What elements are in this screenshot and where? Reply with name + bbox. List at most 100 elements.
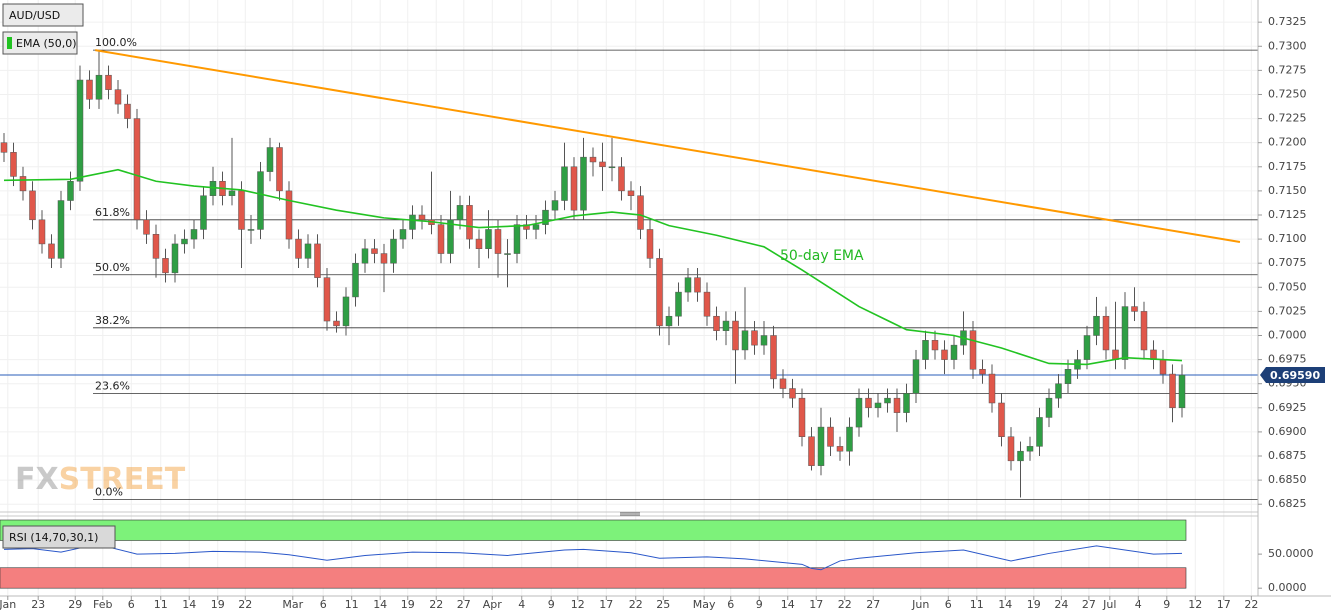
trendline xyxy=(95,49,1241,243)
y-tick-label: 0.7100 xyxy=(1268,232,1307,245)
candle-body xyxy=(798,397,806,437)
x-tick-label: 12 xyxy=(571,598,585,611)
y-tick-label: 0.7325 xyxy=(1268,15,1307,28)
watermark: FXSTREET xyxy=(15,462,186,497)
x-tick-label: 14 xyxy=(998,598,1012,611)
x-tick-label: Feb xyxy=(93,598,112,611)
x-tick-label: 23 xyxy=(31,598,45,611)
candle-body xyxy=(19,176,27,192)
candle-body xyxy=(827,426,834,447)
x-tick-label: 4 xyxy=(1135,598,1142,611)
candle-body xyxy=(713,315,720,331)
candle-body xyxy=(551,200,559,211)
x-tick-label: 17 xyxy=(1217,598,1231,611)
x-tick-label: 22 xyxy=(629,598,643,611)
candle-body xyxy=(523,224,530,230)
candle-body xyxy=(893,397,901,413)
price-axis-bg xyxy=(1258,0,1331,596)
candle-body xyxy=(95,74,103,100)
x-tick-label: 22 xyxy=(838,598,852,611)
x-tick-label: 14 xyxy=(781,598,795,611)
candle-body xyxy=(599,161,606,168)
candle-body xyxy=(694,277,701,293)
candle-body xyxy=(1121,306,1129,360)
x-tick-label: 9 xyxy=(548,598,555,611)
candle-body xyxy=(846,426,853,452)
candle-body xyxy=(447,219,454,254)
fib-label: 50.0% xyxy=(95,261,130,274)
x-tick-label: 9 xyxy=(756,598,763,611)
candle-body xyxy=(390,238,397,264)
candle-body xyxy=(323,277,331,322)
x-tick-label: 24 xyxy=(1054,598,1068,611)
legend: AUD/USD EMA (50,0) RSI (14,70,30,1) xyxy=(2,3,116,549)
x-tick-label: 11 xyxy=(345,598,359,611)
candle-body xyxy=(1150,349,1157,360)
candle-body xyxy=(57,200,65,259)
candle-body xyxy=(675,291,682,317)
candle-body xyxy=(874,402,882,409)
rsi-panel xyxy=(0,519,1187,589)
candle-body xyxy=(570,166,578,211)
candle-body xyxy=(703,291,711,317)
symbol-box[interactable] xyxy=(2,3,84,27)
y-tick-label: 0.7200 xyxy=(1268,136,1307,149)
x-tick-label: 14 xyxy=(182,598,196,611)
candle-body xyxy=(114,89,122,105)
last-price-box xyxy=(1260,367,1325,384)
candle-body xyxy=(1007,436,1015,462)
candle-body xyxy=(618,166,625,192)
candle-body xyxy=(304,243,312,259)
x-tick-label: 19 xyxy=(1027,598,1041,611)
x-tick-label: 11 xyxy=(970,598,984,611)
candle-body xyxy=(770,335,777,380)
candle-body xyxy=(266,147,274,172)
x-tick-label: 27 xyxy=(1082,598,1096,611)
candle-body xyxy=(751,330,758,346)
candle-body xyxy=(380,253,388,264)
y-tick-label: 0.7075 xyxy=(1268,256,1307,269)
y-tick-label: 0.7275 xyxy=(1268,63,1307,76)
y-tick-label: 0.7125 xyxy=(1268,208,1307,221)
candle-body xyxy=(1093,315,1100,336)
x-tick-label: 22 xyxy=(1244,598,1258,611)
x-tick-label: Jul xyxy=(1102,598,1116,611)
y-tick-label: 0.6850 xyxy=(1268,473,1307,486)
candle-body xyxy=(494,229,502,254)
candle-body xyxy=(1169,373,1176,409)
y-tick-label: 0.6875 xyxy=(1268,449,1307,462)
ema-legend-box[interactable] xyxy=(2,31,78,55)
candle-body xyxy=(1064,368,1072,384)
candle-body xyxy=(437,224,445,254)
y-tick-label: 0.7250 xyxy=(1268,87,1307,100)
candle-body xyxy=(371,248,378,254)
candle-body xyxy=(1159,359,1167,375)
candle-body xyxy=(1026,446,1034,452)
main-panel: 100.0% 61.8% 50.0% 38.2% 23.6% 0.0% xyxy=(0,36,1258,500)
candle-body xyxy=(86,79,93,100)
candle-body xyxy=(1083,335,1091,360)
x-tick-label: 17 xyxy=(809,598,823,611)
rsi-overbought-band xyxy=(0,519,1187,541)
x-tick-label: 22 xyxy=(238,598,252,611)
candle-body xyxy=(399,229,407,240)
candle-body xyxy=(722,320,730,331)
rsi-legend-box[interactable] xyxy=(2,525,116,549)
candle-body xyxy=(931,340,939,351)
candle-body xyxy=(950,344,958,360)
candle-body xyxy=(855,397,863,428)
ema-line xyxy=(3,168,1183,366)
candle-body xyxy=(580,156,587,211)
watermark-fx: FX xyxy=(15,462,59,497)
candle-body xyxy=(817,426,825,466)
fib-label: 23.6% xyxy=(95,379,130,392)
candle-body xyxy=(998,402,1005,437)
x-tick-label: 6 xyxy=(727,598,734,611)
candle-body xyxy=(38,219,46,245)
candle-body xyxy=(200,195,207,230)
candle-body xyxy=(285,190,293,240)
candle-body xyxy=(29,190,36,221)
candle-body xyxy=(247,229,255,231)
candle-body xyxy=(48,243,55,259)
y-tick-label: 0.6900 xyxy=(1268,425,1307,438)
